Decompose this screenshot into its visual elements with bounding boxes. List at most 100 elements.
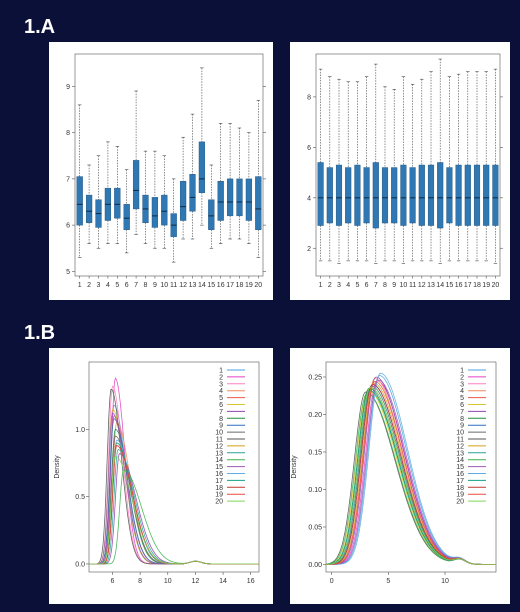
legend-label: 8 xyxy=(460,416,464,423)
box xyxy=(151,197,159,228)
y-tick-label: 0.15 xyxy=(308,450,322,457)
legend-label: 5 xyxy=(460,395,464,402)
x-tick-label: 5 xyxy=(115,282,119,289)
x-tick-label: 9 xyxy=(153,282,157,289)
box xyxy=(363,167,370,224)
box xyxy=(179,180,187,221)
x-tick-label: 9 xyxy=(392,282,396,289)
box xyxy=(245,178,253,221)
y-tick-label: 2 xyxy=(307,246,311,253)
legend-label: 4 xyxy=(460,388,464,395)
section-label-a: 1.A xyxy=(24,16,56,38)
x-tick-label: 20 xyxy=(254,282,262,289)
x-tick-label: 14 xyxy=(436,282,444,289)
box xyxy=(132,160,140,210)
density-raw-panel: 6 8 10 12 14 16 0.0 0.5 1.0 Density 1 2 3 4 5 6 7 8 9 10 11 1… xyxy=(49,348,273,604)
y-tick-label: 1.0 xyxy=(75,427,85,434)
x-tick-label: 15 xyxy=(207,282,215,289)
x-tick-label: 12 xyxy=(418,282,426,289)
x-tick-label: 10 xyxy=(441,578,449,585)
x-tick-label: 17 xyxy=(226,282,234,289)
legend-label: 20 xyxy=(456,499,464,506)
plot-frame xyxy=(325,361,497,573)
density-curve xyxy=(89,455,259,565)
box xyxy=(345,167,352,224)
box xyxy=(76,176,83,226)
box xyxy=(236,178,243,217)
legend-label: 16 xyxy=(456,471,464,478)
x-tick-label: 13 xyxy=(189,282,197,289)
density-curve xyxy=(89,385,259,565)
x-tick-label: 19 xyxy=(482,282,490,289)
box xyxy=(317,162,324,226)
y-axis-label: Density xyxy=(54,455,61,479)
legend-label: 10 xyxy=(456,430,464,437)
box xyxy=(473,164,481,226)
y-tick-label: 0.20 xyxy=(308,412,322,419)
density-curve xyxy=(89,377,259,565)
y-tick-label: 7 xyxy=(66,176,70,183)
x-tick-label: 19 xyxy=(245,282,253,289)
legend-label: 7 xyxy=(460,409,464,416)
density-curve xyxy=(89,445,259,565)
x-tick-label: 6 xyxy=(365,282,369,289)
x-tick-label: 16 xyxy=(455,282,463,289)
box xyxy=(381,167,389,224)
y-tick-label: 6 xyxy=(307,145,311,152)
x-tick-label: 14 xyxy=(219,578,227,585)
plot-frame xyxy=(74,53,264,277)
legend-label: 2 xyxy=(460,374,464,381)
boxplot-normalized-panel: 2 4 6 8 1 2 3 4 5 6 7 8 9 10 11 12 13 14 15 16 17 18 19 20 xyxy=(290,42,510,300)
y-tick-label: 8 xyxy=(66,130,70,137)
box xyxy=(400,164,407,226)
legend-label: 18 xyxy=(215,485,223,492)
y-tick-label: 0.10 xyxy=(308,487,322,494)
x-tick-label: 16 xyxy=(217,282,225,289)
legend-label: 3 xyxy=(460,381,464,388)
box xyxy=(208,199,215,230)
legend-label: 2 xyxy=(219,374,223,381)
box xyxy=(437,162,444,229)
plot-frame xyxy=(88,361,260,573)
density-curve xyxy=(326,387,496,565)
x-tick-label: 20 xyxy=(492,282,500,289)
box xyxy=(354,164,361,226)
box xyxy=(189,174,196,212)
legend-label: 3 xyxy=(219,381,223,388)
legend-label: 5 xyxy=(219,395,223,402)
box xyxy=(418,164,425,226)
box xyxy=(198,141,206,193)
x-tick-label: 5 xyxy=(355,282,359,289)
box xyxy=(391,167,398,224)
legend-label: 12 xyxy=(215,443,223,450)
x-tick-label: 2 xyxy=(87,282,91,289)
box xyxy=(372,162,379,229)
legend-label: 1 xyxy=(460,368,464,375)
x-tick-label: 10 xyxy=(400,282,408,289)
x-tick-label: 0 xyxy=(330,578,334,585)
x-tick-label: 8 xyxy=(144,282,148,289)
x-tick-label: 7 xyxy=(374,282,378,289)
box xyxy=(123,204,130,230)
legend-label: 10 xyxy=(215,430,223,437)
x-tick-label: 11 xyxy=(170,282,177,289)
x-tick-label: 17 xyxy=(464,282,472,289)
legend-label: 6 xyxy=(219,402,223,409)
legend-label: 17 xyxy=(215,478,223,485)
legend-label: 16 xyxy=(215,471,223,478)
x-tick-label: 13 xyxy=(427,282,435,289)
x-tick-label: 18 xyxy=(473,282,481,289)
x-tick-label: 15 xyxy=(446,282,454,289)
y-tick-label: 9 xyxy=(66,84,70,91)
legend-label: 11 xyxy=(216,437,223,444)
legend-label: 4 xyxy=(219,388,223,395)
legend-label: 13 xyxy=(456,450,464,457)
legend-label: 7 xyxy=(219,409,223,416)
box xyxy=(255,176,262,230)
box xyxy=(217,180,224,221)
y-tick-label: 8 xyxy=(307,94,311,101)
x-tick-label: 1 xyxy=(319,282,323,289)
y-tick-label: 0.00 xyxy=(308,562,322,569)
y-tick-label: 0.05 xyxy=(308,525,322,532)
